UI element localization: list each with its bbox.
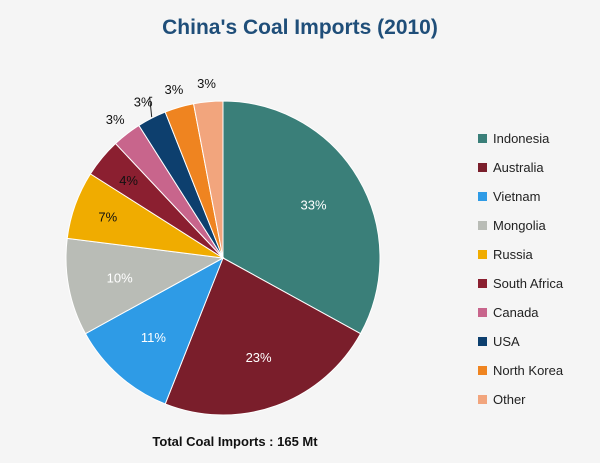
legend-label: Russia xyxy=(493,247,533,262)
legend-swatch xyxy=(478,250,487,259)
legend-label: USA xyxy=(493,334,520,349)
legend-item-canada: Canada xyxy=(478,298,563,327)
legend-label: Indonesia xyxy=(493,131,550,146)
data-label-mongolia: 10% xyxy=(107,271,133,286)
legend-label: Other xyxy=(493,392,526,407)
legend-item-usa: USA xyxy=(478,327,563,356)
legend-item-indonesia: Indonesia xyxy=(478,124,563,153)
legend-item-mongolia: Mongolia xyxy=(478,211,563,240)
legend-label: North Korea xyxy=(493,363,564,378)
legend-label: Canada xyxy=(493,305,539,320)
data-label-usa: 3% xyxy=(134,94,153,109)
legend-label: South Africa xyxy=(493,276,564,291)
chart-title: China's Coal Imports (2010) xyxy=(162,16,438,39)
legend-item-north-korea: North Korea xyxy=(478,356,563,385)
data-label-south-africa: 4% xyxy=(119,173,138,188)
pie-slice-indonesia xyxy=(222,100,381,335)
legend-item-vietnam: Vietnam xyxy=(478,182,563,211)
legend-swatch xyxy=(478,279,487,288)
pie-slice-other xyxy=(192,100,224,259)
legend-swatch xyxy=(478,366,487,375)
data-label-vietnam: 11% xyxy=(141,330,166,345)
data-label-russia: 7% xyxy=(98,210,117,225)
legend-item-south-africa: South Africa xyxy=(478,269,563,298)
pie-slice-vietnam xyxy=(84,256,224,405)
legend-swatch xyxy=(478,395,487,404)
legend-swatch xyxy=(478,337,487,346)
legend-item-australia: Australia xyxy=(478,153,563,182)
data-label-indonesia: 33% xyxy=(300,198,326,213)
legend: Indonesia Australia Vietnam Mongolia Russia S… xyxy=(478,124,563,414)
legend-label: Australia xyxy=(493,160,544,175)
pie-slice-mongolia xyxy=(65,237,225,335)
legend-swatch xyxy=(478,221,487,230)
legend-swatch xyxy=(478,308,487,317)
legend-swatch xyxy=(478,163,487,172)
chart-footer: Total Coal Imports : 165 Mt xyxy=(152,434,318,449)
legend-label: Mongolia xyxy=(493,218,546,233)
legend-swatch xyxy=(478,192,487,201)
leader-line-usa xyxy=(149,96,153,118)
data-label-other: 3% xyxy=(197,76,216,91)
data-labels: 33% 23% 11% 10% 7% 4% 3% 3% 3% 3% xyxy=(98,76,327,365)
legend-item-other: Other xyxy=(478,385,563,414)
data-label-canada: 3% xyxy=(106,112,125,127)
data-label-north-korea: 3% xyxy=(165,82,184,97)
pie-slice-australia xyxy=(164,257,362,416)
legend-swatch xyxy=(478,134,487,143)
data-label-australia: 23% xyxy=(246,350,272,365)
legend-item-russia: Russia xyxy=(478,240,563,269)
legend-label: Vietnam xyxy=(493,189,541,204)
